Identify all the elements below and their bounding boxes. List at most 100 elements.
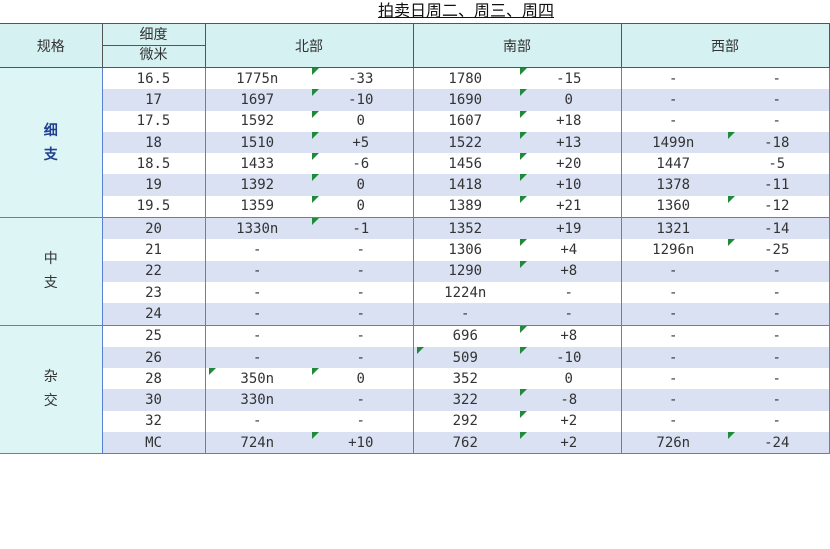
west-price-cell: -: [620, 303, 725, 326]
west-price-cell: -: [620, 410, 725, 433]
micron-cell: 24: [101, 303, 205, 326]
table-row: 22- -1290 +8- -: [0, 260, 830, 282]
north-price-cell: 1775n: [204, 67, 309, 90]
west-header: 西部: [620, 23, 830, 68]
south-price-cell: 322: [412, 389, 517, 411]
table-row: 32- -292 +2- -: [0, 410, 830, 433]
north-change-cell: 0: [309, 110, 413, 132]
west-change-cell: -: [725, 89, 830, 111]
north-change-cell: -6: [309, 153, 413, 175]
north-price-cell: -: [204, 281, 309, 304]
south-price-cell: 1607: [412, 110, 517, 132]
north-price-cell: 1330n: [204, 217, 309, 240]
fineness-bottom-label: 微米: [102, 45, 205, 65]
west-price-cell: -: [620, 89, 725, 111]
south-change-cell: +4: [517, 239, 621, 261]
north-price-cell: 1697: [204, 89, 309, 111]
group-label: 细支: [0, 67, 102, 219]
north-change-cell: -: [309, 410, 413, 433]
north-change-cell: +5: [309, 131, 413, 154]
micron-cell: 19.5: [101, 195, 205, 219]
north-change-cell: -: [309, 325, 413, 347]
north-change-cell: 0: [309, 195, 413, 219]
west-price-cell: -: [620, 260, 725, 282]
north-price-cell: 1592: [204, 110, 309, 132]
west-price-cell: 1296n: [620, 239, 725, 261]
south-header: 南部: [412, 23, 621, 68]
south-change-cell: -: [517, 303, 621, 326]
table-row: 23- -1224n - - -: [0, 281, 830, 304]
north-price-cell: 1510: [204, 131, 309, 154]
west-price-cell: 1499n: [620, 131, 725, 154]
table-body: 细支 16.5 1775n -33 1780 -15- -17 1697 -10 1690 0- -1…: [0, 67, 830, 455]
south-price-cell: 1522: [412, 131, 517, 154]
west-change-cell: -: [725, 325, 830, 347]
south-price-cell: 509: [412, 346, 517, 369]
north-change-cell: -: [309, 303, 413, 326]
micron-cell: MC: [101, 432, 205, 455]
micron-cell: 18: [101, 131, 205, 154]
micron-cell: 18.5: [101, 153, 205, 175]
west-change-cell: -: [725, 410, 830, 433]
west-price-cell: -: [620, 389, 725, 411]
south-price-cell: 696: [412, 325, 517, 347]
north-price-cell: 1359: [204, 195, 309, 219]
north-header: 北部: [204, 23, 413, 68]
west-change-cell: -: [725, 346, 830, 369]
group-label: 杂交: [0, 325, 102, 455]
table-row: 19 1392 0 1418 +10 1378 -11: [0, 174, 830, 196]
north-change-cell: -1: [309, 217, 413, 240]
north-price-cell: -: [204, 303, 309, 326]
micron-cell: 16.5: [101, 67, 205, 90]
table-row: 18.5 1433 -6 1456 +20 1447 -5: [0, 153, 830, 175]
north-price-cell: 350n: [204, 368, 309, 390]
table-row: 中支 20 1330n -1 1352 +19 1321 -14: [0, 217, 830, 326]
south-change-cell: +10: [517, 174, 621, 196]
micron-cell: 28: [101, 368, 205, 390]
north-change-cell: -: [309, 346, 413, 369]
micron-cell: 23: [101, 281, 205, 304]
table-row: 17 1697 -10 1690 0- -: [0, 89, 830, 111]
south-change-cell: +2: [517, 432, 621, 455]
west-change-cell: -12: [725, 195, 830, 219]
table-row: 细支 16.5 1775n -33 1780 -15- -: [0, 67, 830, 219]
west-change-cell: -18: [725, 131, 830, 154]
table-row: 24- - - - - -: [0, 303, 830, 326]
west-change-cell: -25: [725, 239, 830, 261]
south-change-cell: 0: [517, 368, 621, 390]
west-change-cell: -14: [725, 217, 830, 240]
north-price-cell: 724n: [204, 432, 309, 455]
micron-cell: 25: [101, 325, 205, 347]
west-change-cell: -: [725, 260, 830, 282]
south-price-cell: 1690: [412, 89, 517, 111]
sheet-title: 拍卖日周二、周三、周四: [377, 1, 554, 20]
north-change-cell: -10: [309, 89, 413, 111]
south-change-cell: +19: [517, 217, 621, 240]
south-price-cell: 1389: [412, 195, 517, 219]
north-change-cell: +10: [309, 432, 413, 455]
north-change-cell: -: [309, 389, 413, 411]
west-price-cell: 1360: [620, 195, 725, 219]
south-change-cell: +13: [517, 131, 621, 154]
west-change-cell: -: [725, 110, 830, 132]
west-change-cell: -: [725, 303, 830, 326]
south-change-cell: -10: [517, 346, 621, 369]
south-price-cell: 1352: [412, 217, 517, 240]
micron-cell: 22: [101, 260, 205, 282]
west-price-cell: -: [620, 346, 725, 369]
south-change-cell: +8: [517, 260, 621, 282]
south-change-cell: -: [517, 281, 621, 304]
north-price-cell: -: [204, 410, 309, 433]
west-price-cell: 1321: [620, 217, 725, 240]
north-price-cell: -: [204, 346, 309, 369]
west-price-cell: -: [620, 325, 725, 347]
micron-cell: 20: [101, 217, 205, 240]
west-price-cell: -: [620, 110, 725, 132]
micron-cell: 21: [101, 239, 205, 261]
south-price-cell: 1456: [412, 153, 517, 175]
north-price-cell: 1392: [204, 174, 309, 196]
west-price-cell: 726n: [620, 432, 725, 455]
west-change-cell: -24: [725, 432, 830, 455]
group-label: 中支: [0, 217, 102, 326]
west-change-cell: -: [725, 389, 830, 411]
